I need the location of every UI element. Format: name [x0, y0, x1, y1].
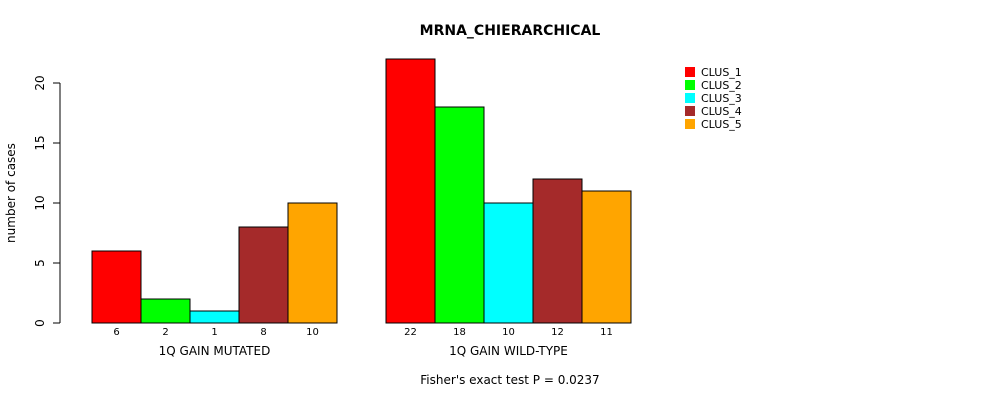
legend-label: CLUS_3 [701, 92, 742, 105]
group-labels: 1Q GAIN MUTATED 1Q GAIN WILD-TYPE [159, 344, 568, 358]
legend-label: CLUS_4 [701, 105, 742, 118]
bar-clus-2 [434, 106, 485, 324]
fisher-test-note: Fisher's exact test P = 0.0237 [420, 373, 599, 387]
y-tick-label: 20 [33, 75, 47, 90]
bar-clus-1 [91, 250, 142, 324]
bar-clus-3 [189, 310, 240, 324]
bar-count-label: 2 [162, 327, 168, 338]
legend-label: CLUS_1 [701, 66, 742, 79]
y-tick-label: 15 [33, 135, 47, 150]
chart-title: MRNA_CHIERARCHICAL [420, 23, 601, 39]
bar-clus-5 [581, 190, 632, 324]
group-label: 1Q GAIN WILD-TYPE [449, 344, 568, 358]
y-axis: 0 5 10 15 20 [33, 75, 61, 327]
legend-label: CLUS_5 [701, 118, 742, 131]
legend-swatch [685, 67, 695, 77]
y-tick-label: 5 [33, 259, 47, 267]
legend-swatch [685, 80, 695, 90]
bar-count-label: 6 [113, 327, 119, 338]
bar-count-label: 11 [600, 327, 613, 338]
y-tick-label: 0 [33, 319, 47, 327]
legend-swatch [685, 93, 695, 103]
bar-clus-5 [287, 202, 338, 324]
bar-clus-4 [238, 226, 289, 324]
legend-swatch [685, 106, 695, 116]
bar-count-label: 10 [306, 327, 319, 338]
bar-count-label: 10 [502, 327, 515, 338]
bar-clus-1 [385, 58, 436, 324]
legend-swatch [685, 119, 695, 129]
group-label: 1Q GAIN MUTATED [159, 344, 271, 358]
bar-count-label: 18 [453, 327, 466, 338]
bar-clus-3 [483, 202, 534, 324]
bar-count-label: 1 [211, 327, 217, 338]
bar-clus-4 [532, 178, 583, 324]
bar-clus-2 [140, 298, 191, 324]
y-tick-label: 10 [33, 195, 47, 210]
bar-count-label: 22 [404, 327, 417, 338]
bar-group: 6 2 1 8 10 22 18 10 12 11 [91, 58, 632, 338]
legend-label: CLUS_2 [701, 79, 742, 92]
bar-count-label: 12 [551, 327, 564, 338]
bar-count-label: 8 [260, 327, 266, 338]
y-axis-label: number of cases [4, 143, 18, 243]
